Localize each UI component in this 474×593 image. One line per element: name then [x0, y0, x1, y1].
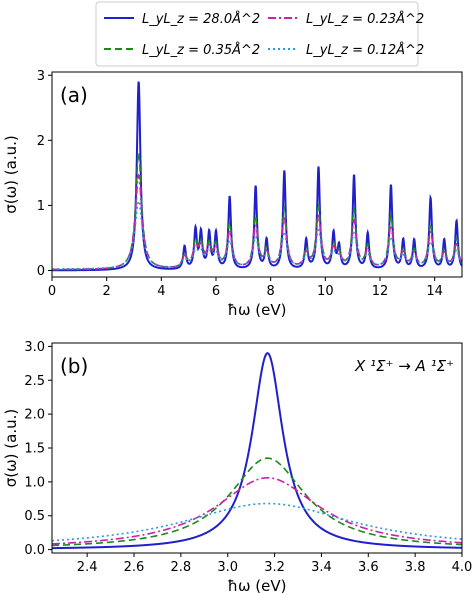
legend-label-4: L_yL_z = 0.12Å^2 — [306, 42, 424, 58]
b-x-tick-label: 2.4 — [77, 560, 98, 575]
legend-entry-1: L_yL_z = 28.0Å^2 — [104, 11, 260, 27]
a-y-tick-label: 1 — [37, 199, 45, 214]
b-series-2-line — [52, 457, 462, 547]
b-x-tick-label: 2.8 — [171, 560, 192, 575]
panel-a-series — [52, 81, 462, 272]
panel-b-series — [52, 352, 462, 550]
a-x-tick-label: 14 — [426, 284, 443, 299]
a-y-tick-label: 2 — [37, 134, 45, 149]
legend-label-3: L_yL_z = 0.23Å^2 — [306, 11, 424, 27]
b-x-tick-label: 3.8 — [405, 560, 426, 575]
a-x-tick-label: 2 — [103, 284, 111, 299]
b-x-tick-label: 3.0 — [217, 560, 238, 575]
b-series-3-line — [52, 477, 462, 545]
b-x-tick-label: 2.6 — [124, 560, 145, 575]
a-x-tick-label: 4 — [157, 284, 165, 299]
a-x-tick-label: 8 — [267, 284, 275, 299]
panel-b-label: (b) — [60, 354, 88, 378]
b-x-tick-label: 3.2 — [264, 560, 285, 575]
b-x-tick-label: 4.0 — [452, 560, 473, 575]
transition-annotation: X ¹Σ⁺ → A ¹Σ⁺ — [354, 357, 454, 375]
b-y-tick-label: 1.0 — [24, 475, 45, 490]
b-y-tick-label: 2.5 — [24, 374, 45, 389]
panel-a-y-axis-label: σ(ω) (a.u.) — [2, 135, 20, 213]
b-series-1-line — [52, 352, 462, 550]
panel-a-x-axis-label: ħω (eV) — [228, 301, 287, 319]
panel-a-label: (a) — [60, 83, 88, 107]
a-x-tick-label: 10 — [317, 284, 334, 299]
b-y-tick-label: 1.5 — [24, 442, 45, 457]
b-y-tick-label: 2.0 — [24, 408, 45, 423]
b-y-tick-label: 3.0 — [24, 340, 45, 355]
legend-entry-4: L_yL_z = 0.12Å^2 — [268, 42, 424, 58]
a-series-4-line — [52, 199, 462, 270]
a-x-tick-label: 0 — [48, 284, 56, 299]
a-x-tick-label: 6 — [212, 284, 220, 299]
panel-b-y-ticks: 0.0 0.5 1.0 1.5 2.0 2.5 3.0 — [24, 340, 52, 558]
legend-entry-2: L_yL_z = 0.35Å^2 — [104, 42, 260, 58]
panel-b: 2.4 2.6 2.8 3.0 3.2 3.4 3.6 3.8 4.0 0.0 0.5 1.0 1.5… — [2, 340, 472, 593]
panel-b-y-axis-label: σ(ω) (a.u.) — [2, 409, 20, 487]
panel-a-x-ticks: 0 2 4 6 8 10 12 14 — [48, 277, 443, 299]
panel-b-x-axis-label: ħω (eV) — [228, 577, 287, 593]
a-y-tick-label: 3 — [37, 69, 45, 84]
b-x-tick-label: 3.4 — [311, 560, 332, 575]
a-x-tick-label: 12 — [372, 284, 389, 299]
legend-box — [95, 1, 419, 67]
panel-a-y-ticks: 0 1 2 3 — [37, 69, 52, 279]
b-y-tick-label: 0.5 — [24, 509, 45, 524]
b-x-tick-label: 3.6 — [358, 560, 379, 575]
panel-b-x-ticks: 2.4 2.6 2.8 3.0 3.2 3.4 3.6 3.8 4.0 — [77, 553, 473, 575]
b-series-4-line — [52, 502, 462, 542]
legend-entry-3: L_yL_z = 0.23Å^2 — [268, 11, 424, 27]
a-y-tick-label: 0 — [37, 264, 45, 279]
legend: L_yL_z = 28.0Å^2 L_yL_z = 0.35Å^2 L_yL_z… — [95, 1, 424, 67]
panel-a-frame — [51, 71, 463, 278]
legend-label-1: L_yL_z = 28.0Å^2 — [142, 11, 260, 27]
legend-label-2: L_yL_z = 0.35Å^2 — [142, 42, 260, 58]
b-y-tick-label: 0.0 — [24, 543, 45, 558]
